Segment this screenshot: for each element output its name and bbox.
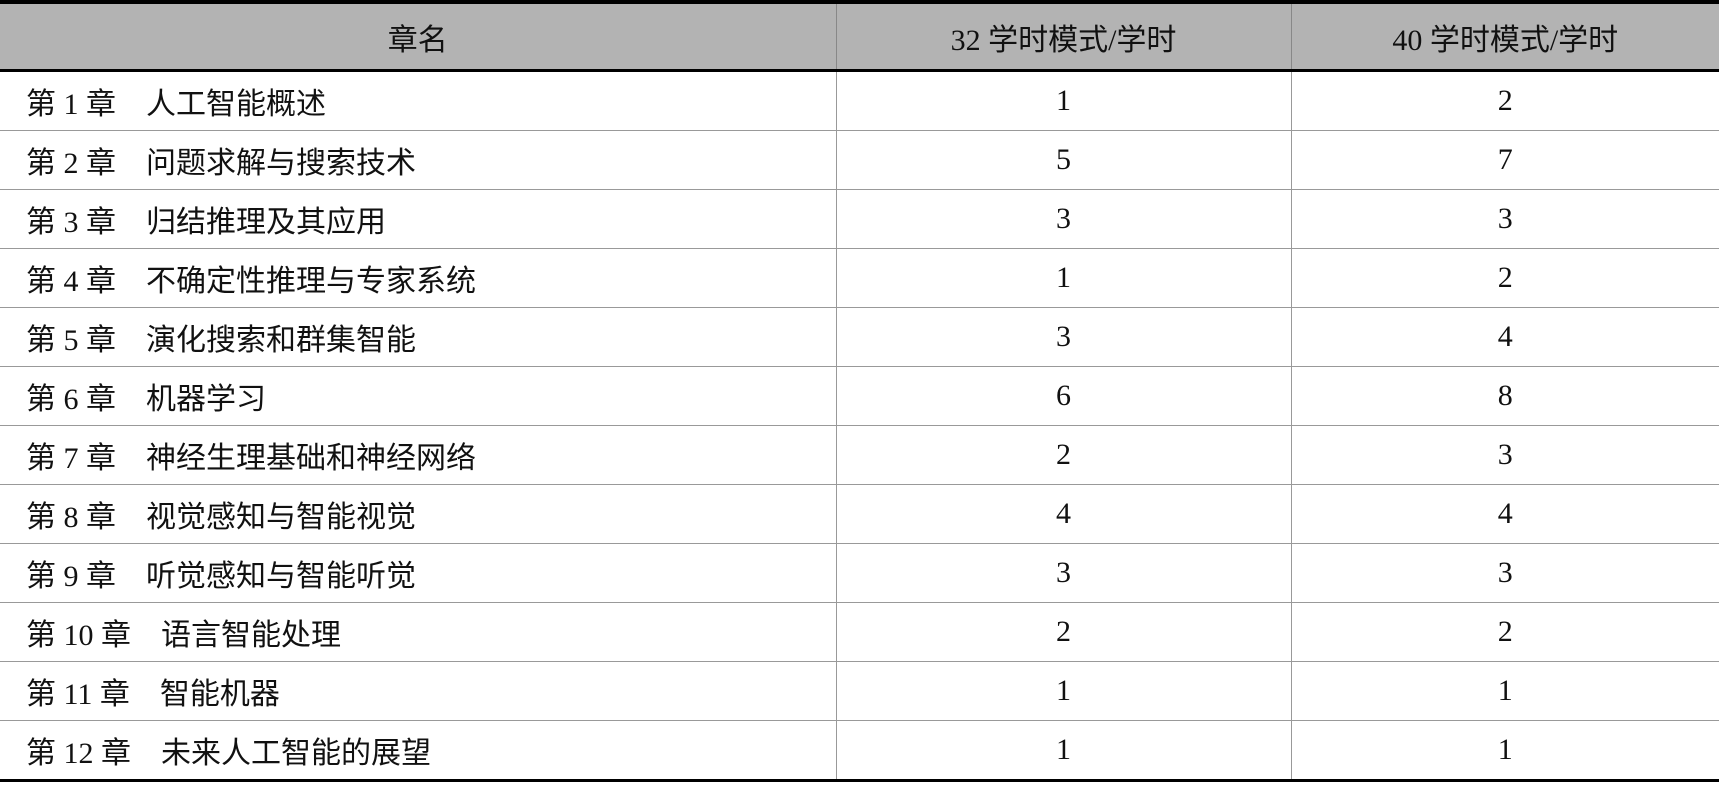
table-row: 第 1 章 人工智能概述 1 2: [0, 70, 1719, 131]
hours-32-cell: 2: [835, 425, 1291, 485]
hours-32-cell: 1: [835, 248, 1291, 308]
chapter-name-cell: 第 9 章 听觉感知与智能听觉: [0, 543, 836, 603]
chapter-title: 归结推理及其应用: [146, 206, 386, 239]
chapter-title: 不确定性推理与专家系统: [146, 265, 476, 298]
chapter-title: 视觉感知与智能视觉: [146, 501, 416, 534]
table-row: 第 4 章 不确定性推理与专家系统 1 2: [0, 248, 1719, 308]
chapter-number: 第 7 章: [26, 442, 116, 475]
table-row: 第 7 章 神经生理基础和神经网络 2 3: [0, 425, 1719, 485]
chapter-name-cell: 第 11 章 智能机器: [0, 661, 836, 721]
table-row: 第 8 章 视觉感知与智能视觉 4 4: [0, 484, 1719, 544]
table-row: 第 10 章 语言智能处理 2 2: [0, 602, 1719, 662]
hours-40-cell: 4: [1290, 484, 1719, 544]
hours-40-cell: 2: [1290, 70, 1719, 131]
chapter-name-cell: 第 2 章 问题求解与搜索技术: [0, 130, 836, 190]
hours-32-cell: 3: [835, 189, 1291, 249]
header-40-hours: 40 学时模式/学时: [1290, 2, 1719, 72]
chapter-number: 第 4 章: [26, 265, 116, 298]
chapter-name-cell: 第 12 章 未来人工智能的展望: [0, 720, 836, 781]
hours-32-cell: 6: [835, 366, 1291, 426]
chapter-title: 人工智能概述: [146, 88, 326, 121]
chapter-name-cell: 第 5 章 演化搜索和群集智能: [0, 307, 836, 367]
chapter-name-cell: 第 4 章 不确定性推理与专家系统: [0, 248, 836, 308]
hours-32-cell: 3: [835, 307, 1291, 367]
header-row: 章名 32 学时模式/学时 40 学时模式/学时: [0, 2, 1719, 72]
chapter-title: 演化搜索和群集智能: [146, 324, 416, 357]
chapter-number: 第 6 章: [26, 383, 116, 416]
chapter-number: 第 8 章: [26, 501, 116, 534]
chapter-title: 智能机器: [159, 678, 280, 711]
chapter-number: 第 3 章: [26, 206, 116, 239]
header-32-hours: 32 学时模式/学时: [835, 2, 1291, 72]
hours-40-cell: 7: [1290, 130, 1719, 190]
hours-40-cell: 8: [1290, 366, 1719, 426]
hours-40-cell: 1: [1290, 720, 1719, 781]
hours-40-cell: 4: [1290, 307, 1719, 367]
hours-40-cell: 2: [1290, 248, 1719, 308]
table-row: 第 11 章 智能机器 1 1: [0, 661, 1719, 721]
chapter-number: 第 10 章: [26, 619, 131, 652]
chapter-name-cell: 第 10 章 语言智能处理: [0, 602, 836, 662]
chapter-number: 第 11 章: [26, 678, 130, 711]
table-row: 第 2 章 问题求解与搜索技术 5 7: [0, 130, 1719, 190]
table-row: 第 9 章 听觉感知与智能听觉 3 3: [0, 543, 1719, 603]
hours-32-cell: 4: [835, 484, 1291, 544]
chapter-number: 第 2 章: [26, 147, 116, 180]
chapter-name-cell: 第 7 章 神经生理基础和神经网络: [0, 425, 836, 485]
table-row: 第 3 章 归结推理及其应用 3 3: [0, 189, 1719, 249]
hours-32-cell: 1: [835, 70, 1291, 131]
hours-32-cell: 2: [835, 602, 1291, 662]
hours-32-cell: 5: [835, 130, 1291, 190]
hours-32-cell: 1: [835, 661, 1291, 721]
chapter-number: 第 5 章: [26, 324, 116, 357]
header-chapter-name: 章名: [0, 2, 836, 72]
table-row: 第 6 章 机器学习 6 8: [0, 366, 1719, 426]
chapter-name-cell: 第 8 章 视觉感知与智能视觉: [0, 484, 836, 544]
hours-40-cell: 2: [1290, 602, 1719, 662]
chapter-title: 未来人工智能的展望: [161, 737, 431, 770]
chapter-title: 机器学习: [146, 383, 266, 416]
hours-40-cell: 3: [1290, 189, 1719, 249]
hours-32-cell: 3: [835, 543, 1291, 603]
table-row: 第 5 章 演化搜索和群集智能 3 4: [0, 307, 1719, 367]
hours-40-cell: 3: [1290, 543, 1719, 603]
hours-40-cell: 1: [1290, 661, 1719, 721]
chapter-title: 听觉感知与智能听觉: [146, 560, 416, 593]
chapter-title: 语言智能处理: [161, 619, 341, 652]
hours-40-cell: 3: [1290, 425, 1719, 485]
chapter-number: 第 12 章: [26, 737, 131, 770]
hours-32-cell: 1: [835, 720, 1291, 781]
chapter-title: 问题求解与搜索技术: [146, 147, 416, 180]
chapter-name-cell: 第 6 章 机器学习: [0, 366, 836, 426]
chapter-title: 神经生理基础和神经网络: [146, 442, 476, 475]
chapter-number: 第 9 章: [26, 560, 116, 593]
chapter-name-cell: 第 3 章 归结推理及其应用: [0, 189, 836, 249]
table-row: 第 12 章 未来人工智能的展望 1 1: [0, 720, 1719, 781]
chapter-name-cell: 第 1 章 人工智能概述: [0, 71, 836, 131]
chapter-number: 第 1 章: [26, 88, 116, 121]
